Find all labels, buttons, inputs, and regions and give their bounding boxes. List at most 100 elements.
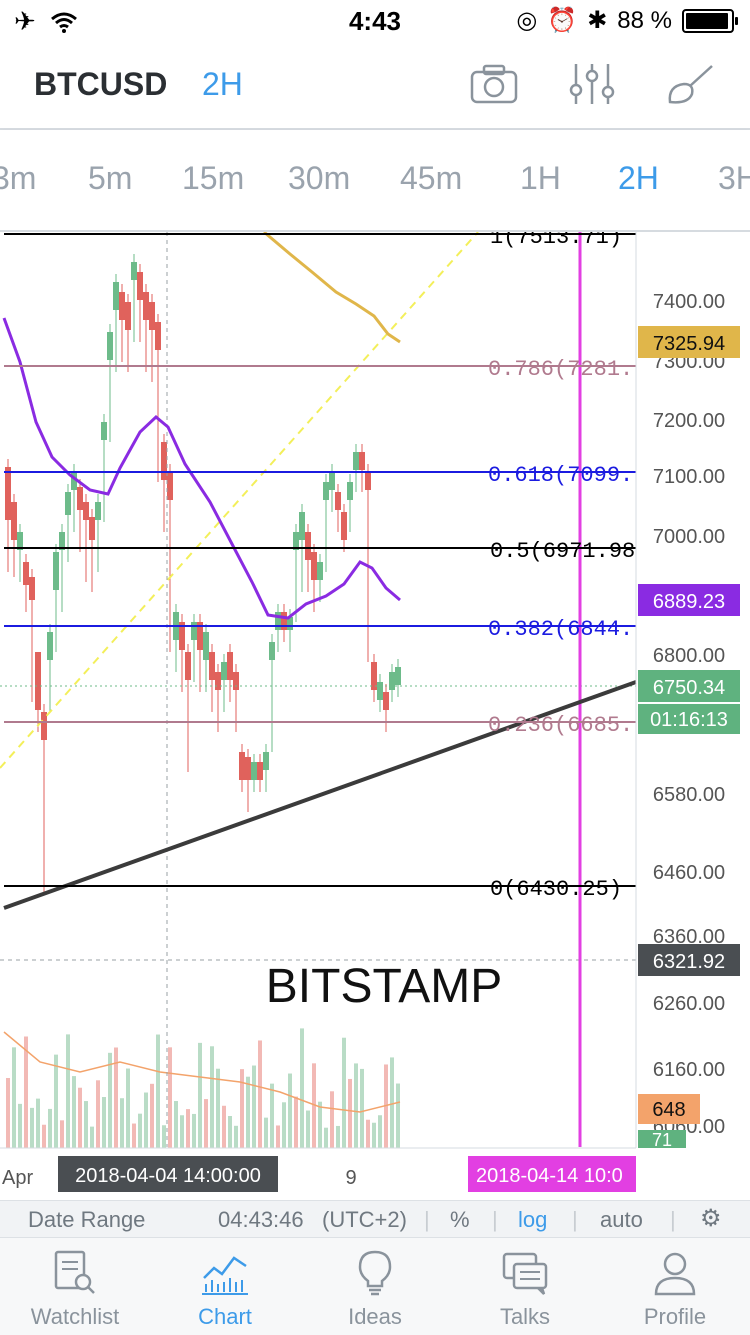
candle-body <box>101 422 107 440</box>
volume-bar <box>12 1047 16 1148</box>
chart-bottom-toolbar: Date Range 04:43:46 (UTC+2) | % | log | … <box>0 1200 750 1237</box>
candle-body <box>257 762 263 780</box>
candle-body <box>323 482 329 500</box>
gear-icon[interactable]: ⚙ <box>700 1205 722 1232</box>
candle-body <box>107 332 113 360</box>
price-tick: 7200.00 <box>653 410 725 432</box>
candle-body <box>359 452 365 470</box>
volume-ma-line <box>3 1031 401 1113</box>
candle-body <box>335 492 341 510</box>
chat-icon <box>502 1252 548 1295</box>
volume-bar <box>78 1087 82 1148</box>
profile-icon <box>654 1252 696 1296</box>
percent-toggle[interactable]: % <box>450 1207 470 1232</box>
bluetooth-icon: ✱ <box>587 7 608 34</box>
volume-bar <box>126 1068 130 1148</box>
volume-bar <box>378 1115 382 1148</box>
candle-body <box>269 642 275 660</box>
tab-talks[interactable]: Talks <box>450 1238 600 1335</box>
candle-body <box>59 532 65 550</box>
timeframe-3h[interactable]: 3H <box>718 160 750 196</box>
price-chart[interactable]: 1(7513.71) 0.786(7281. 0.618(7099. 0.5(6971… <box>0 232 750 1204</box>
date-range-button[interactable]: Date Range <box>28 1207 146 1232</box>
timeframe-3m[interactable]: 3m <box>0 160 37 196</box>
timezone-button[interactable]: (UTC+2) <box>322 1207 407 1232</box>
candle-body <box>329 472 335 490</box>
candle-body <box>317 562 323 580</box>
timeframe-30m[interactable]: 30m <box>288 160 351 196</box>
volume-bar <box>318 1101 322 1148</box>
tab-profile[interactable]: Profile <box>600 1238 750 1335</box>
volume-bar <box>366 1119 370 1148</box>
candle-body <box>371 662 377 690</box>
volume-bar <box>144 1092 148 1148</box>
timeframe-5m[interactable]: 5m <box>88 160 133 196</box>
vertical-marker-time-badge: 2018-04-14 10:0 <box>476 1165 623 1187</box>
candle-body <box>353 452 359 470</box>
volume-bar <box>174 1101 178 1148</box>
indicators-settings-icon[interactable] <box>566 60 618 108</box>
volume-bar <box>96 1080 100 1148</box>
timeframe-1h[interactable]: 1H <box>520 160 561 196</box>
candle-body <box>383 692 389 710</box>
volume-bar <box>396 1083 400 1148</box>
crosshair-price-badge: 6321.92 <box>653 951 725 973</box>
candle-body <box>395 667 401 685</box>
volume-bar <box>102 1097 106 1148</box>
time-axis: Apr 2018-04-04 14:00:00 9 2018-04-14 10:… <box>0 1147 636 1192</box>
candle-body <box>305 532 311 560</box>
candle-body <box>125 302 131 330</box>
volume-bar <box>288 1073 292 1148</box>
camera-icon[interactable] <box>468 60 520 108</box>
tab-chart[interactable]: Chart <box>150 1238 300 1335</box>
last-price-badge: 6750.34 <box>653 677 725 699</box>
volume-bar <box>54 1054 58 1148</box>
candle-body <box>29 577 35 600</box>
volume-bar <box>360 1068 364 1148</box>
volume-bar <box>312 1063 316 1148</box>
drawing-brush-icon[interactable] <box>664 60 716 108</box>
log-toggle[interactable]: log <box>518 1207 548 1232</box>
tab-ideas[interactable]: Ideas <box>300 1238 450 1335</box>
chart-icon <box>202 1256 248 1295</box>
candle-body <box>365 472 371 490</box>
volume-bar <box>150 1083 154 1148</box>
timeframe-45m[interactable]: 45m <box>400 160 463 196</box>
timeframe-2h[interactable]: 2H <box>618 160 659 196</box>
candle-body <box>191 622 197 640</box>
auto-toggle[interactable]: auto <box>600 1207 643 1232</box>
candle-body <box>185 652 191 680</box>
volume-bar <box>186 1109 190 1148</box>
time-axis-day: 9 <box>345 1167 356 1189</box>
exchange-watermark: BITSTAMP <box>266 960 502 1013</box>
tab-profile-label: Profile <box>643 1304 707 1329</box>
candle-body <box>65 492 71 515</box>
chart-canvas[interactable]: 1(7513.71) 0.786(7281. 0.618(7099. 0.5(6971… <box>0 232 750 1204</box>
fib-level-label: 0.5(6971.98 <box>490 539 635 564</box>
volume-bar <box>24 1036 28 1148</box>
timeframe-15m[interactable]: 15m <box>182 160 245 196</box>
alarm-icon: ⏰ <box>547 7 578 34</box>
symbol-button[interactable]: BTCUSD <box>34 66 168 102</box>
countdown-badge: 01:16:13 <box>650 709 728 731</box>
ascending-trendline <box>3 680 637 910</box>
price-tick: 7000.00 <box>653 526 725 548</box>
volume-bar <box>192 1113 196 1148</box>
candle-body <box>251 762 257 780</box>
volume-bar <box>132 1123 136 1148</box>
price-tick: 6160.00 <box>653 1059 725 1081</box>
fib-level-label: 0.382(6844. <box>488 617 633 642</box>
candle-body <box>215 672 221 690</box>
candle-body <box>311 552 317 580</box>
fib-level-label: 0.618(7099. <box>488 463 633 488</box>
volume-bar <box>162 1125 166 1148</box>
interval-button[interactable]: 2H <box>202 66 243 102</box>
volume-bar <box>30 1107 34 1148</box>
airplane-icon: ✈ <box>14 6 36 36</box>
candle-body <box>167 472 173 500</box>
candle-body <box>47 632 53 660</box>
candle-body <box>11 502 17 540</box>
tab-watchlist[interactable]: Watchlist <box>0 1238 150 1335</box>
candle-body <box>233 672 239 690</box>
volume-bar <box>342 1037 346 1148</box>
